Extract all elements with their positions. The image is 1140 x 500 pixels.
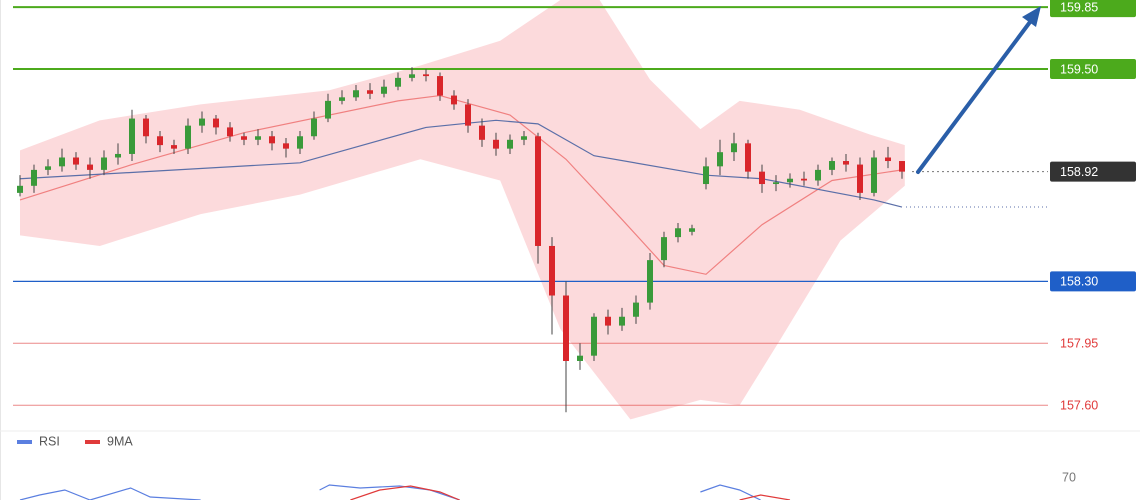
candle-body: [843, 161, 849, 165]
candle-body: [213, 118, 219, 128]
candle-body: [619, 316, 625, 326]
candle-body: [353, 90, 359, 98]
ma-layer: [19, 94, 903, 275]
candle-body: [451, 95, 457, 105]
arrow-shaft: [916, 20, 1032, 174]
candle-body: [787, 178, 793, 183]
indicator-line: [350, 485, 791, 500]
candle-body: [479, 125, 485, 140]
level-label: 159.50: [1060, 62, 1098, 76]
level-label: 158.30: [1060, 275, 1098, 289]
candle-body: [409, 74, 415, 78]
candle-body: [633, 302, 639, 317]
candle-body: [605, 316, 611, 326]
candle-body: [815, 169, 821, 181]
rsi-panel: 70 RSI 9MA: [0, 430, 1140, 500]
candle-body: [101, 157, 107, 170]
level-tag: [1050, 59, 1136, 80]
candle-body: [311, 118, 317, 137]
candle-body: [493, 139, 499, 149]
bollinger-band: [20, 0, 905, 420]
candle-body: [73, 157, 79, 165]
moving-average: [19, 94, 903, 275]
candle-body: [577, 355, 583, 361]
candle-body: [297, 136, 303, 149]
candle-body: [185, 125, 191, 149]
candle-body: [549, 245, 555, 296]
candle-body: [157, 136, 163, 146]
candle-body: [269, 136, 275, 144]
candle-body: [773, 182, 779, 185]
y-tick-label: 70: [1062, 470, 1076, 484]
levels-layer: 159.85 159.50 158.92 158.30 157.95 157.60: [13, 0, 1136, 413]
level-label: 157.60: [1060, 399, 1098, 413]
candle-body: [339, 97, 345, 101]
candle-body: [731, 143, 737, 153]
candle-body: [171, 145, 177, 149]
candle-body: [521, 136, 527, 140]
candle-body: [563, 295, 569, 361]
candle-body: [857, 164, 863, 193]
candle-body: [395, 77, 401, 87]
candle-body: [591, 316, 597, 356]
candle-body: [227, 127, 233, 137]
level-label: 158.92: [1060, 165, 1098, 179]
candle-body: [143, 118, 149, 137]
level-tag: [1050, 161, 1136, 182]
level-tag: [1050, 271, 1136, 292]
rsi-lines: [19, 484, 791, 500]
candle-body: [423, 74, 429, 77]
candle-body: [129, 118, 135, 154]
candle-body: [689, 228, 695, 232]
legend-label: RSI: [39, 434, 60, 448]
candle-body: [199, 118, 205, 126]
candle-body: [17, 185, 23, 193]
level-tag: [1050, 0, 1136, 18]
arrow-head: [1022, 6, 1041, 27]
candle-body: [829, 161, 835, 170]
band-layer: [20, 0, 905, 420]
indicator-line: [19, 484, 761, 500]
legend-label: 9MA: [107, 434, 133, 448]
candle-body: [465, 104, 471, 126]
level-label: 159.85: [1060, 0, 1098, 14]
candle-body: [885, 157, 891, 162]
candle-body: [647, 260, 653, 303]
candle-body: [871, 157, 877, 193]
level-label: 157.95: [1060, 337, 1098, 351]
candle-body: [507, 139, 513, 149]
candle-body: [745, 143, 751, 172]
candle-body: [283, 143, 289, 149]
candle-body: [801, 178, 807, 181]
candle-body: [325, 100, 331, 119]
candle-body: [31, 169, 37, 186]
target-arrow: [916, 6, 1041, 174]
candle-body: [535, 136, 541, 246]
candle-body: [255, 136, 261, 140]
candle-body: [241, 136, 247, 140]
candle-body: [59, 157, 65, 167]
moving-average: [19, 119, 903, 208]
candle-body: [717, 152, 723, 167]
candle-body: [675, 228, 681, 238]
candle-body: [381, 86, 387, 94]
candle-body: [899, 161, 905, 172]
candle-body: [437, 76, 443, 96]
candle-body: [115, 153, 121, 158]
candle-body: [45, 166, 51, 170]
candle-body: [703, 166, 709, 185]
candle-body: [759, 171, 765, 185]
candle-body: [367, 90, 373, 94]
candles-layer: [17, 67, 905, 413]
candle-body: [87, 164, 93, 170]
candle-body: [661, 237, 667, 261]
